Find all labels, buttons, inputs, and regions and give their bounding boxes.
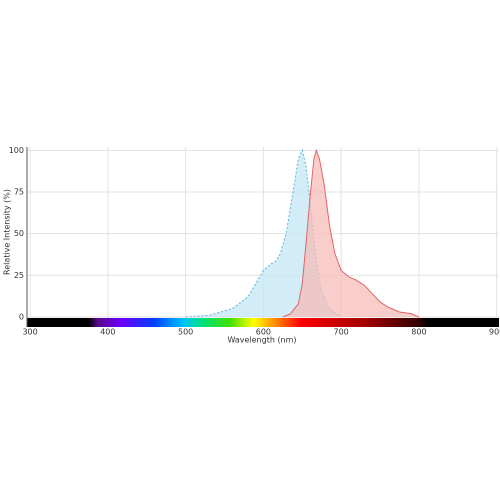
area-fill <box>185 150 342 317</box>
x-axis-label: Wavelength (nm) <box>227 336 296 345</box>
y-axis-label: Relative Intensity (%) <box>3 189 12 275</box>
x-tick-label: 800 <box>411 328 426 337</box>
x-tick-label: 700 <box>334 328 349 337</box>
spectrum-line <box>282 148 420 318</box>
y-tick-label: 50 <box>14 229 24 238</box>
x-tick-label: 900 <box>489 328 500 337</box>
y-tick-label: 75 <box>14 188 24 197</box>
x-tick-label: 300 <box>22 328 37 337</box>
area-fill <box>282 150 419 317</box>
x-tick-label: 500 <box>178 328 193 337</box>
y-tick-label: 100 <box>9 146 24 155</box>
y-tick-label: 25 <box>14 271 24 280</box>
y-tick-label: 0 <box>19 313 24 322</box>
x-tick-label: 400 <box>100 328 115 337</box>
spectrum-bar <box>27 318 499 327</box>
x-tick-label: 600 <box>256 328 271 337</box>
